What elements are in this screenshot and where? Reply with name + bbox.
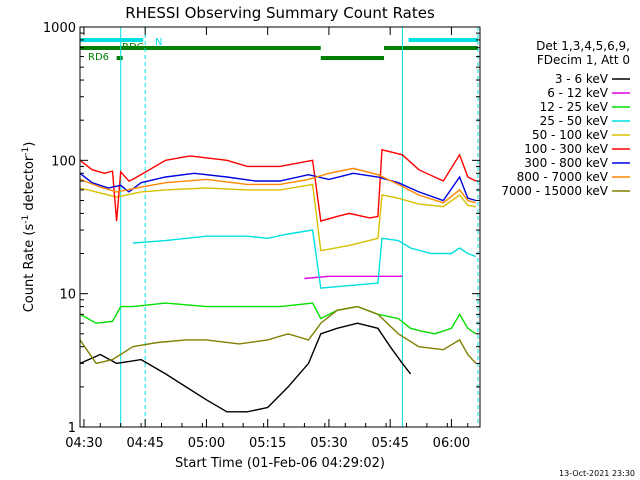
series-line-7000-15000-kev	[79, 305, 477, 365]
flag-label-rdc: RDC	[122, 42, 144, 53]
series-line-3-6-kev	[79, 322, 412, 413]
series-line-12-25-kev	[79, 302, 477, 335]
y-axis-label-end: )	[22, 142, 37, 147]
flag-label-rd6: RD6	[88, 52, 109, 63]
x-tick-label: 04:45	[126, 436, 163, 451]
legend-label: 800 - 7000 keV	[517, 170, 609, 184]
plot-frame	[79, 26, 481, 428]
chart-title: RHESSI Observing Summary Count Rates	[125, 4, 435, 22]
y-tick-label: 1000	[43, 21, 76, 36]
generated-timestamp: 13-Oct-2021 23:30	[559, 469, 635, 478]
series-lines	[79, 148, 477, 413]
x-tick-label: 05:15	[249, 436, 286, 451]
legend-label: 25 - 50 keV	[540, 114, 609, 128]
x-axis-label: Start Time (01-Feb-06 04:29:02)	[175, 456, 385, 471]
x-tick-label: 05:45	[371, 436, 408, 451]
legend-label: 50 - 100 keV	[532, 128, 609, 142]
series-line-6-12-kev	[304, 275, 403, 280]
axes: 04:30 04:45 05:00 05:15 05:30 05:45 06:00 1 10 10…	[43, 21, 480, 451]
legend-label: 3 - 6 keV	[555, 72, 609, 86]
legend-label: 12 - 25 keV	[540, 100, 609, 114]
series-line-50-100-kev	[79, 183, 477, 252]
y-axis-label-mid: detector	[22, 155, 37, 215]
x-tick-label: 05:00	[188, 436, 225, 451]
flag-bars	[80, 38, 478, 60]
y-tick-label: 100	[51, 154, 76, 169]
y-tick-label: 10	[59, 288, 76, 303]
legend-label: 100 - 300 keV	[524, 142, 608, 156]
series-line-100-300-kev	[79, 148, 477, 222]
legend-header-line-1: Det 1,3,4,5,6,9,	[536, 39, 630, 53]
legend-label: 300 - 800 keV	[524, 156, 608, 170]
legend-label: 6 - 12 keV	[547, 86, 609, 100]
y-axis-label-main: Count Rate (s	[22, 224, 37, 313]
y-axis-label-sup1: -1	[21, 215, 31, 224]
flag-label-n: N	[155, 37, 162, 48]
series-line-800-7000-kev	[79, 167, 477, 204]
legend-label: 7000 - 15000 keV	[501, 184, 608, 198]
x-tick-label: 05:30	[310, 436, 347, 451]
y-axis-label-sup2: -1	[21, 147, 31, 156]
series-line-300-800-kev	[79, 172, 477, 202]
series-line-25-50-kev	[132, 229, 477, 289]
x-tick-label: 04:30	[65, 436, 102, 451]
x-tick-label: 06:00	[433, 436, 470, 451]
legend-header-line-2: FDecim 1, Att 0	[537, 53, 630, 67]
y-axis-label: Count Rate (s-1 detector-1)	[21, 142, 37, 313]
y-tick-label: 1	[68, 421, 76, 436]
